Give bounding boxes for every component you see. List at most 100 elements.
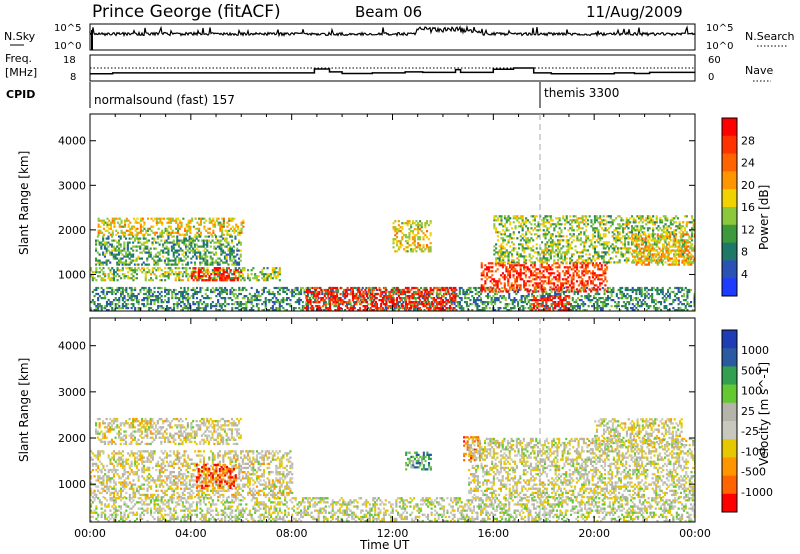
data-cell [181,239,184,242]
data-cell [134,307,137,310]
data-cell [192,286,195,290]
data-cell [245,301,248,304]
data-cell [677,303,680,306]
data-cell [560,255,563,258]
data-cell [579,239,582,242]
data-cell [165,263,168,266]
data-cell [402,301,405,304]
data-cell [610,290,613,294]
data-cell [419,238,422,241]
data-cell [204,239,207,242]
data-cell [598,299,601,302]
data-cell [439,290,442,294]
data-cell [215,237,218,240]
data-cell [460,286,463,290]
data-cell [116,279,119,282]
data-cell [199,223,202,226]
data-cell [599,282,602,285]
data-cell [412,309,415,311]
data-cell [173,219,176,222]
data-cell [602,243,605,246]
data-cell [390,307,393,310]
data-cell [178,239,181,242]
data-cell [519,270,522,273]
data-cell [480,272,483,275]
data-cell [148,227,151,230]
data-cell [519,217,522,220]
data-cell [91,279,94,282]
data-cell [111,277,114,280]
data-cell [531,272,534,275]
data-cell [155,297,158,300]
data-cell [602,229,605,232]
data-cell [521,225,524,228]
data-cell [440,299,443,302]
data-cell [579,227,582,230]
data-cell [135,301,138,304]
data-cell [127,303,130,306]
data-cell [434,286,437,290]
data-cell [213,277,216,280]
data-cell [663,295,666,298]
data-cell [631,307,634,310]
data-cell [505,276,508,279]
data-cell [327,309,330,311]
data-cell [195,243,198,246]
data-cell [95,257,98,260]
data-cell [567,247,570,250]
data-cell [337,303,340,306]
data-cell [321,292,324,296]
data-cell [183,237,186,240]
data-cell [594,292,597,296]
data-cell [174,288,177,292]
data-cell [595,253,598,256]
data-cell [109,271,112,274]
data-cell [360,292,363,296]
data-cell [153,290,156,294]
data-cell [155,309,158,311]
data-cell [414,299,417,302]
data-cell [148,286,151,290]
data-cell [208,221,211,224]
data-cell [232,288,235,292]
data-cell [427,307,430,310]
data-cell [218,292,221,296]
data-cell [440,301,443,304]
data-cell [554,290,557,294]
data-cell [231,307,234,310]
data-cell [148,307,151,310]
data-cell [197,251,200,254]
data-cell [533,264,536,267]
data-cell [608,247,611,250]
data-cell [607,295,610,298]
data-cell [672,299,675,302]
data-cell [114,307,117,310]
data-cell [230,249,233,252]
data-cell [146,288,149,292]
data-cell [505,251,508,254]
data-cell [204,257,207,260]
data-cell [229,288,232,292]
data-cell [204,251,207,254]
data-cell [225,241,228,244]
data-cell [190,277,193,280]
data-cell [185,271,188,274]
data-cell [193,245,196,248]
data-cell [535,276,538,279]
data-cell [544,266,547,269]
data-cell [399,299,402,302]
data-cell [245,288,248,292]
data-cell [114,239,117,242]
data-cell [592,297,595,300]
data-cell [491,266,494,269]
data-cell [96,251,99,254]
data-cell [476,303,479,306]
data-cell [568,290,571,294]
data-cell [611,243,614,246]
data-cell [311,286,314,290]
data-cell [554,266,557,269]
data-cell [406,246,409,249]
data-cell [565,266,568,269]
data-cell [191,219,194,222]
data-cell [306,295,309,298]
